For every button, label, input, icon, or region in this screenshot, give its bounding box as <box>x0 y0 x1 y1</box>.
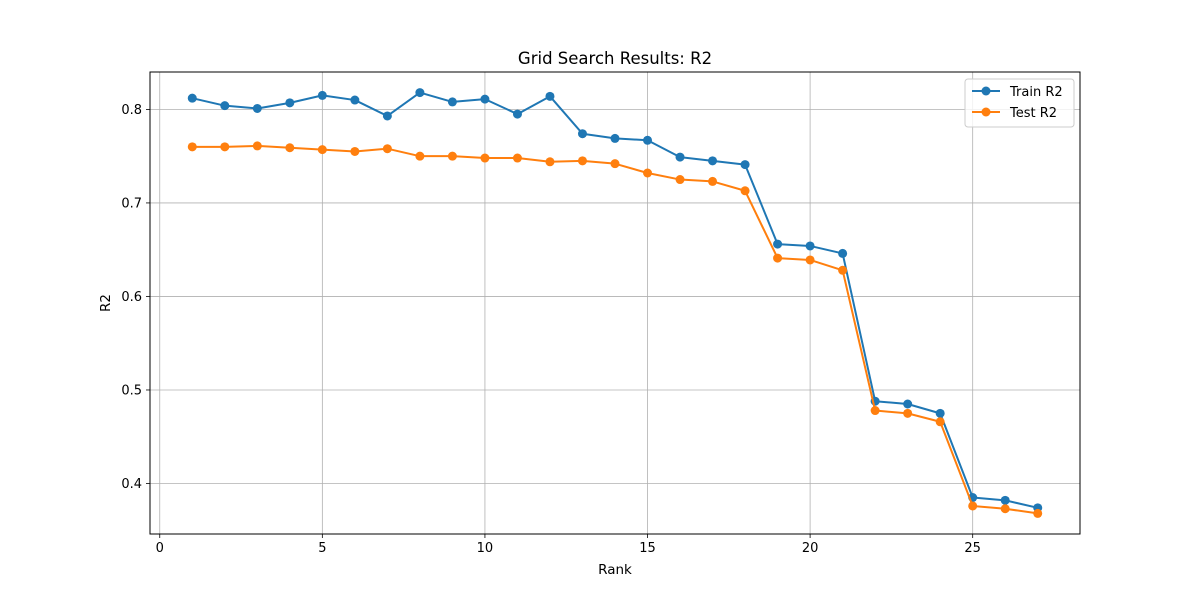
data-point-test-r2 <box>350 146 360 156</box>
data-point-test-r2 <box>838 265 848 275</box>
data-point-test-r2 <box>675 175 685 185</box>
data-point-test-r2 <box>220 142 230 152</box>
data-point-test-r2 <box>1033 508 1043 518</box>
data-point-test-r2 <box>187 142 197 152</box>
x-axis-label: Rank <box>598 562 632 578</box>
data-point-test-r2 <box>740 186 750 196</box>
x-axis-ticks: 0 5 10 15 20 25 <box>156 534 981 556</box>
data-point-train-r2 <box>773 239 783 249</box>
data-point-train-r2 <box>1000 495 1010 505</box>
y-tick-label: 0.8 <box>121 103 142 118</box>
data-point-test-r2 <box>773 253 783 263</box>
data-point-train-r2 <box>903 399 913 409</box>
data-point-test-r2 <box>805 255 815 265</box>
data-point-test-r2 <box>512 153 522 163</box>
y-tick-label: 0.7 <box>121 196 142 211</box>
data-point-test-r2 <box>935 417 945 427</box>
legend: Train R2 Test R2 <box>964 78 1075 128</box>
data-point-train-r2 <box>415 88 425 98</box>
data-point-test-r2 <box>903 408 913 418</box>
data-point-test-r2 <box>643 168 653 178</box>
data-point-train-r2 <box>805 241 815 251</box>
data-point-test-r2 <box>610 159 620 169</box>
x-tick-label: 15 <box>639 541 656 556</box>
x-tick-label: 5 <box>318 541 326 556</box>
data-point-test-r2 <box>285 143 295 153</box>
series-test-r2 <box>187 141 1043 518</box>
y-tick-label: 0.6 <box>121 290 142 305</box>
data-point-test-r2 <box>708 176 718 186</box>
data-point-test-r2 <box>480 153 490 163</box>
data-point-train-r2 <box>935 408 945 418</box>
legend-label-test: Test R2 <box>1009 106 1057 121</box>
x-tick-label: 0 <box>156 541 164 556</box>
data-point-train-r2 <box>610 133 620 143</box>
y-axis-label: R2 <box>98 294 114 312</box>
x-tick-label: 25 <box>964 541 981 556</box>
data-point-test-r2 <box>415 151 425 161</box>
data-point-train-r2 <box>740 160 750 170</box>
data-point-train-r2 <box>317 90 327 100</box>
legend-marker-test <box>981 107 991 117</box>
data-point-train-r2 <box>577 129 587 139</box>
plot-frame <box>149 71 1081 535</box>
x-tick-label: 10 <box>477 541 494 556</box>
data-point-train-r2 <box>447 97 457 107</box>
data-point-train-r2 <box>708 156 718 166</box>
data-point-test-r2 <box>577 156 587 166</box>
y-axis-ticks: 0.4 0.5 0.6 0.7 0.8 <box>121 103 150 492</box>
y-tick-label: 0.4 <box>121 477 142 492</box>
data-point-test-r2 <box>1000 504 1010 514</box>
data-point-test-r2 <box>382 144 392 154</box>
data-point-test-r2 <box>545 157 555 167</box>
data-point-train-r2 <box>512 109 522 119</box>
data-point-train-r2 <box>382 111 392 121</box>
data-point-train-r2 <box>675 152 685 162</box>
x-tick-label: 20 <box>802 541 819 556</box>
legend-label-train: Train R2 <box>1009 85 1063 100</box>
data-point-train-r2 <box>480 94 490 104</box>
data-point-train-r2 <box>285 98 295 108</box>
data-point-train-r2 <box>545 91 555 101</box>
data-point-train-r2 <box>838 248 848 258</box>
chart-title: Grid Search Results: R2 <box>518 49 712 68</box>
data-point-train-r2 <box>643 135 653 145</box>
data-point-train-r2 <box>187 93 197 103</box>
data-point-test-r2 <box>447 151 457 161</box>
data-point-train-r2 <box>350 95 360 105</box>
data-point-test-r2 <box>252 141 262 151</box>
data-point-test-r2 <box>968 501 978 511</box>
legend-marker-train <box>981 86 991 96</box>
data-point-train-r2 <box>220 101 230 111</box>
y-tick-label: 0.5 <box>121 383 142 398</box>
data-point-test-r2 <box>870 406 880 416</box>
grid <box>150 72 1080 534</box>
data-point-test-r2 <box>317 145 327 155</box>
data-point-train-r2 <box>252 103 262 113</box>
series-layer <box>187 88 1043 518</box>
